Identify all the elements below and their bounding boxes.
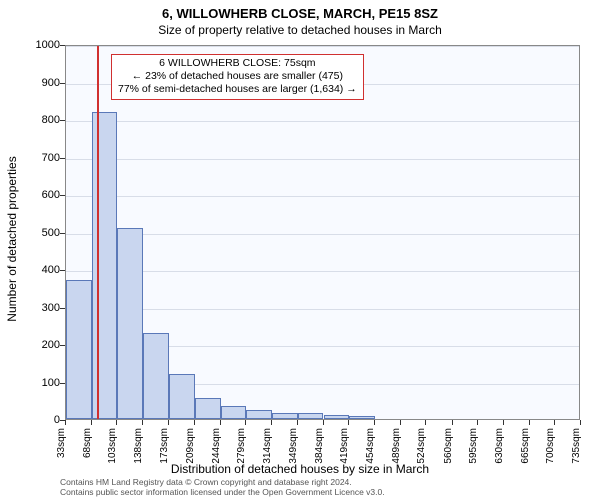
gridline	[66, 121, 579, 122]
y-tick-label: 100	[10, 377, 60, 389]
histogram-bar	[246, 410, 272, 419]
x-tick-mark	[348, 420, 349, 425]
x-axis-label: Distribution of detached houses by size …	[0, 462, 600, 476]
y-tick-label: 0	[10, 414, 60, 426]
y-axis-label: Number of detached properties	[5, 156, 19, 321]
x-tick-mark	[220, 420, 221, 425]
chart-footer: Contains HM Land Registry data © Crown c…	[60, 478, 385, 498]
x-tick-mark	[297, 420, 298, 425]
x-tick-mark	[374, 420, 375, 425]
x-tick-mark	[323, 420, 324, 425]
y-tick-label: 800	[10, 114, 60, 126]
chart-title-line1: 6, WILLOWHERB CLOSE, MARCH, PE15 8SZ	[0, 6, 600, 21]
y-tick-label: 500	[10, 227, 60, 239]
x-tick-mark	[529, 420, 530, 425]
x-tick-mark	[554, 420, 555, 425]
annotation-line3: 77% of semi-detached houses are larger (…	[118, 83, 357, 96]
histogram-bar	[92, 112, 118, 420]
gridline	[66, 196, 579, 197]
chart-title-line2: Size of property relative to detached ho…	[0, 23, 600, 37]
y-tick-label: 1000	[10, 39, 60, 51]
x-tick-mark	[91, 420, 92, 425]
histogram-bar	[143, 333, 169, 419]
y-tick-label: 900	[10, 77, 60, 89]
histogram-bar	[324, 415, 350, 419]
histogram-bar	[195, 398, 221, 419]
annotation-box: 6 WILLOWHERB CLOSE: 75sqm ← 23% of detac…	[111, 54, 364, 100]
gridline	[66, 46, 579, 47]
y-tick-label: 300	[10, 302, 60, 314]
histogram-bar	[349, 416, 375, 419]
x-tick-mark	[271, 420, 272, 425]
histogram-bar	[66, 280, 92, 419]
x-tick-mark	[503, 420, 504, 425]
x-tick-mark	[452, 420, 453, 425]
x-tick-mark	[425, 420, 426, 425]
histogram-bar	[169, 374, 195, 419]
x-tick-mark	[142, 420, 143, 425]
property-size-chart: 6, WILLOWHERB CLOSE, MARCH, PE15 8SZ Siz…	[0, 0, 600, 500]
x-tick-mark	[245, 420, 246, 425]
annotation-line1: 6 WILLOWHERB CLOSE: 75sqm	[118, 57, 357, 70]
y-tick-label: 600	[10, 189, 60, 201]
histogram-bar	[298, 413, 324, 419]
y-tick-label: 400	[10, 264, 60, 276]
x-tick-mark	[194, 420, 195, 425]
x-tick-mark	[116, 420, 117, 425]
x-tick-mark	[400, 420, 401, 425]
x-tick-mark	[168, 420, 169, 425]
histogram-bar	[221, 406, 247, 419]
plot-area: 6 WILLOWHERB CLOSE: 75sqm ← 23% of detac…	[65, 45, 580, 420]
x-tick-mark	[477, 420, 478, 425]
marker-line	[97, 46, 99, 419]
x-tick-mark	[65, 420, 66, 425]
histogram-bar	[272, 413, 298, 419]
y-tick-label: 200	[10, 339, 60, 351]
histogram-bar	[117, 228, 143, 419]
annotation-line2: ← 23% of detached houses are smaller (47…	[118, 70, 357, 83]
gridline	[66, 159, 579, 160]
footer-line2: Contains public sector information licen…	[60, 488, 385, 498]
y-tick-label: 700	[10, 152, 60, 164]
x-tick-mark	[580, 420, 581, 425]
